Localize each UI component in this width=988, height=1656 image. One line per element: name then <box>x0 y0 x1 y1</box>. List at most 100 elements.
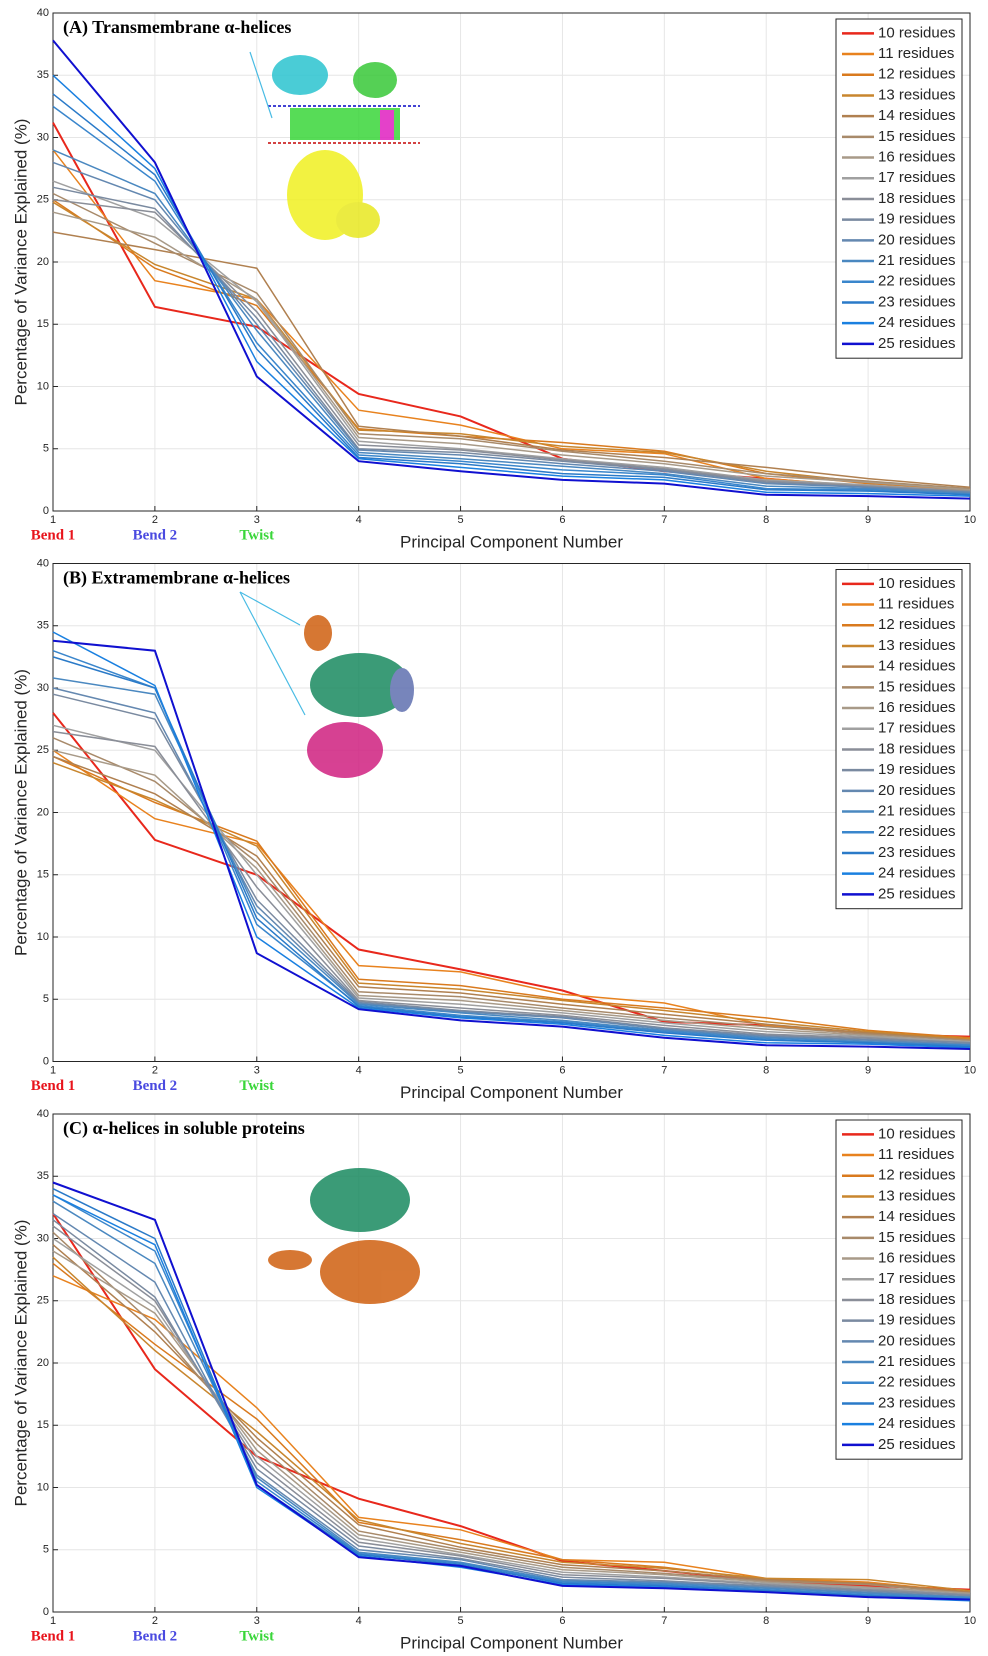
legend-label: 13 residues <box>878 1187 956 1204</box>
x-tick-label: 8 <box>763 1064 769 1076</box>
annotation: Bend 1 <box>31 1078 76 1094</box>
chart-title: (A) Transmembrane α-helices <box>63 17 291 38</box>
annotation: Twist <box>239 527 274 543</box>
x-tick-label: 5 <box>457 1615 463 1627</box>
y-tick-label: 0 <box>43 1606 49 1618</box>
legend-label: 25 residues <box>878 1436 956 1453</box>
legend-label: 15 residues <box>878 678 956 695</box>
y-tick-label: 10 <box>37 380 49 392</box>
legend-label: 25 residues <box>878 335 956 352</box>
x-tick-label: 8 <box>763 1615 769 1627</box>
y-tick-label: 15 <box>37 318 49 330</box>
x-tick-label: 9 <box>865 1615 871 1627</box>
chart-title: (B) Extramembrane α-helices <box>63 568 290 589</box>
series-line <box>52 631 971 1049</box>
x-tick-label: 2 <box>152 1064 158 1076</box>
x-tick-label: 7 <box>661 1064 667 1076</box>
legend-label: 11 residues <box>878 596 954 613</box>
x-tick-label: 9 <box>865 1064 871 1076</box>
y-tick-label: 40 <box>37 1108 49 1120</box>
legend-label: 17 residues <box>878 169 956 186</box>
legend-label: 21 residues <box>878 803 956 820</box>
legend-label: 16 residues <box>878 1250 956 1267</box>
y-tick-label: 40 <box>37 557 49 569</box>
series-line <box>52 1231 971 1595</box>
legend-label: 15 residues <box>878 128 956 145</box>
y-tick-label: 25 <box>37 194 49 206</box>
y-tick-label: 20 <box>37 806 49 818</box>
legend-label: 17 residues <box>878 1270 956 1287</box>
y-tick-label: 35 <box>37 620 49 632</box>
x-tick-label: 5 <box>457 1064 463 1076</box>
x-axis-label: Principal Component Number <box>400 1633 623 1652</box>
legend-label: 22 residues <box>878 1374 956 1391</box>
series-line <box>52 755 971 1042</box>
legend-label: 10 residues <box>878 1125 956 1142</box>
y-tick-label: 5 <box>43 1544 49 1556</box>
x-tick-label: 8 <box>763 514 769 526</box>
x-tick-label: 10 <box>964 1064 976 1076</box>
y-tick-label: 40 <box>37 7 49 19</box>
legend-label: 24 residues <box>878 865 956 882</box>
annotation: Bend 2 <box>133 1628 178 1644</box>
legend-label: 17 residues <box>878 720 956 737</box>
y-axis-label: Percentage of Variance Explained (%) <box>11 119 30 406</box>
x-tick-label: 1 <box>50 1615 56 1627</box>
legend-label: 21 residues <box>878 1353 956 1370</box>
y-tick-label: 15 <box>37 869 49 881</box>
y-tick-label: 25 <box>37 1295 49 1307</box>
y-tick-label: 30 <box>37 1232 49 1244</box>
y-tick-label: 20 <box>37 1357 49 1369</box>
x-tick-label: 6 <box>559 514 565 526</box>
y-tick-label: 10 <box>37 1481 49 1493</box>
annotation: Twist <box>239 1078 274 1094</box>
legend-label: 13 residues <box>878 637 956 654</box>
protein-illustration <box>239 591 414 778</box>
annotation: Bend 1 <box>31 1628 76 1644</box>
legend-label: 20 residues <box>878 231 956 248</box>
legend-label: 11 residues <box>878 1146 954 1163</box>
panel: 0 5 10 15 20 25 30 35 40 1 2 3 4 5 6 7 8 9 10 (A) Transmemb… <box>11 7 976 552</box>
legend-label: 19 residues <box>878 1312 956 1329</box>
legend-label: 11 residues <box>878 45 954 62</box>
x-tick-label: 10 <box>964 514 976 526</box>
protein-illustration <box>249 51 420 240</box>
x-tick-label: 1 <box>50 1064 56 1076</box>
legend-label: 24 residues <box>878 314 956 331</box>
y-tick-label: 30 <box>37 682 49 694</box>
series-line <box>52 74 971 497</box>
series-line <box>52 39 971 500</box>
y-tick-label: 15 <box>37 1419 49 1431</box>
annotation: Bend 2 <box>133 527 178 543</box>
y-axis-label: Percentage of Variance Explained (%) <box>11 1220 30 1507</box>
annotation: Twist <box>239 1628 274 1644</box>
x-tick-label: 6 <box>559 1615 565 1627</box>
legend-label: 18 residues <box>878 1291 956 1308</box>
series-line <box>52 761 971 1040</box>
x-tick-label: 3 <box>254 1064 260 1076</box>
y-tick-label: 10 <box>37 931 49 943</box>
axes-box <box>52 12 971 512</box>
y-tick-label: 35 <box>37 69 49 81</box>
protein-illustration <box>268 1168 420 1304</box>
x-axis-label: Principal Component Number <box>400 532 623 551</box>
legend-label: 12 residues <box>878 616 956 633</box>
legend-label: 18 residues <box>878 190 956 207</box>
panel: 0 5 10 15 20 25 30 35 40 1 2 3 4 5 6 7 8 9 10 (C) α-helices… <box>11 1108 976 1653</box>
series-line <box>52 1212 971 1598</box>
series-line <box>52 730 971 1044</box>
y-tick-label: 0 <box>43 1055 49 1067</box>
x-tick-label: 10 <box>964 1615 976 1627</box>
legend-label: 19 residues <box>878 761 956 778</box>
legend-label: 23 residues <box>878 844 956 861</box>
panel: 0 5 10 15 20 25 30 35 40 1 2 3 4 5 6 7 8 9 10 (B) Extramemb… <box>11 557 976 1102</box>
legend-label: 14 residues <box>878 658 956 675</box>
legend-label: 12 residues <box>878 1167 956 1184</box>
y-tick-label: 20 <box>37 256 49 268</box>
axes-box <box>52 563 971 1062</box>
y-tick-label: 5 <box>43 443 49 455</box>
y-tick-label: 30 <box>37 131 49 143</box>
x-tick-label: 2 <box>152 1615 158 1627</box>
series-line <box>52 231 971 489</box>
